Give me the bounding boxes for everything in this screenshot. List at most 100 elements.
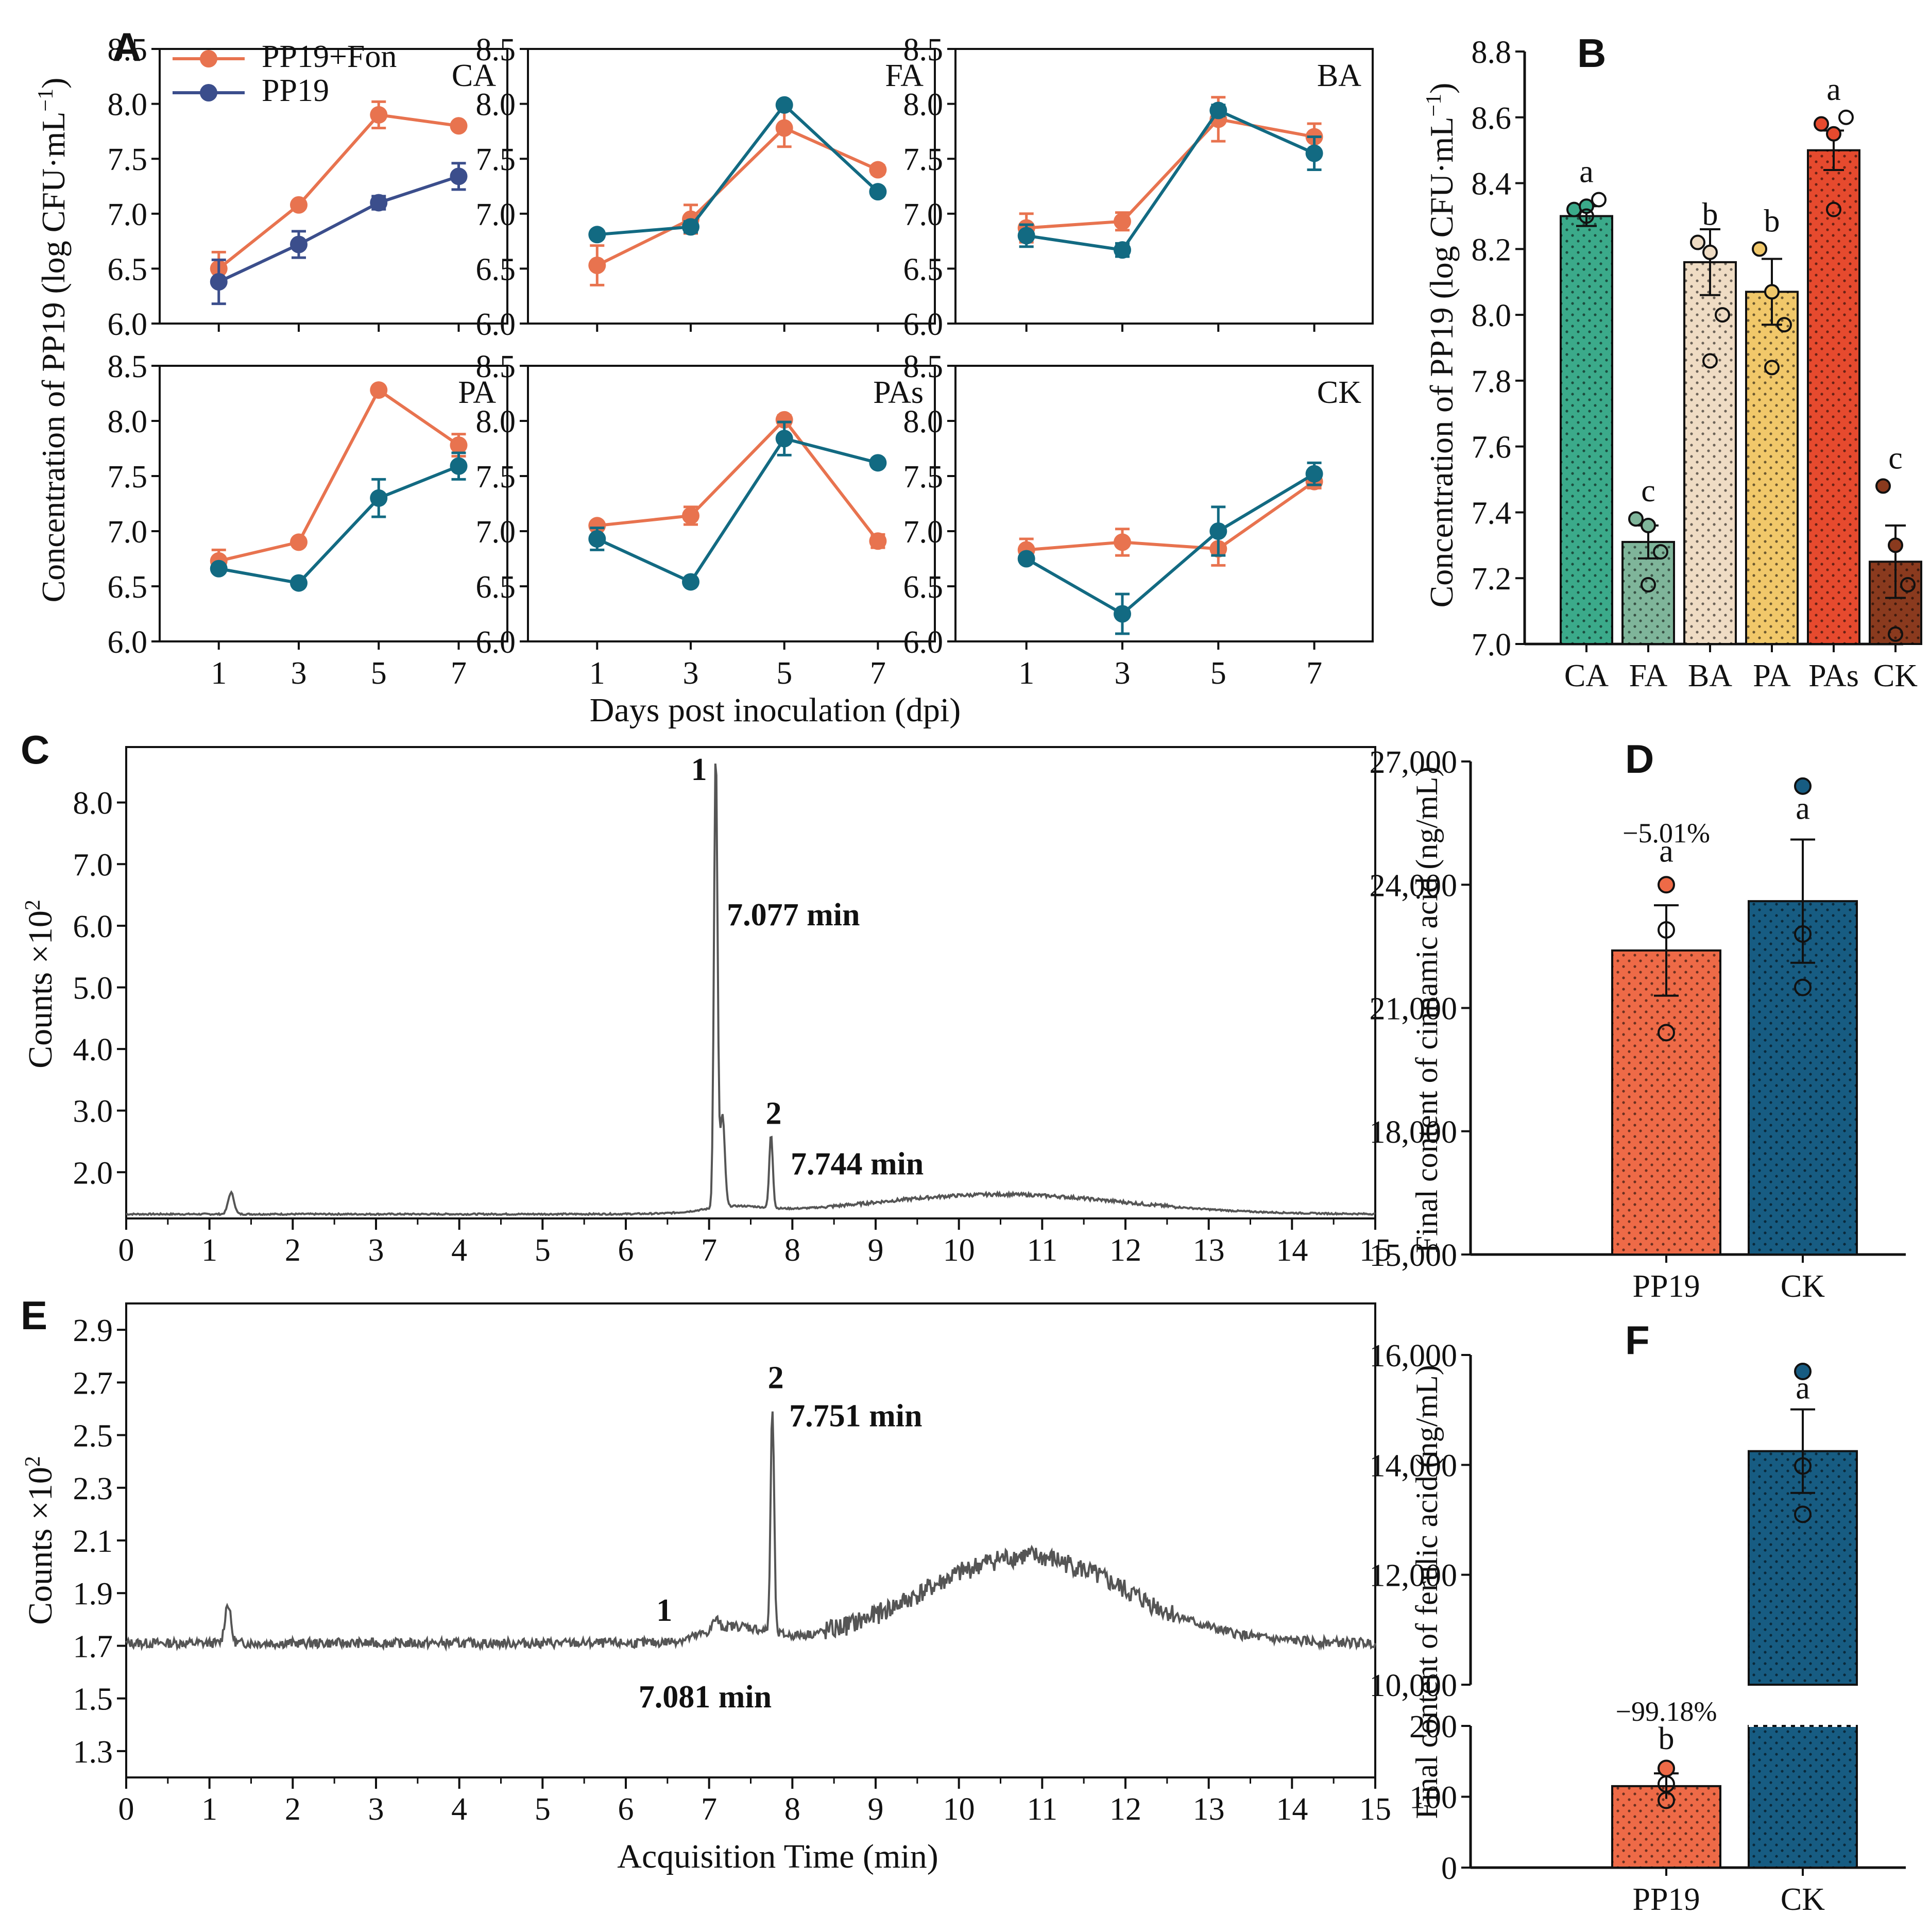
subplot-title: PAs [873,375,924,410]
y-tick-label: 6.0 [903,307,944,342]
data-point [1658,1759,1675,1777]
x-tick-label: FA [1629,658,1668,693]
y-tick-label: 8.5 [903,32,944,67]
y-tick-label: 8.0 [108,88,148,123]
x-tick-label: 8 [784,1792,800,1827]
panel-a-y-label: Concentration of PP19 (log CFU·mL−1) [34,78,72,603]
x-tick-label: 15 [1359,1792,1391,1827]
series-line [1026,472,1316,616]
panel-c-y-label-part: 2 [21,900,45,910]
y-tick-label: 12,000 [1370,1558,1458,1594]
subplot-title: CA [452,58,496,93]
peak-number: 2 [768,1360,784,1395]
y-tick-label: 2.1 [73,1524,113,1559]
panel-a-x-label: Days post inoculation (dpi) [590,691,961,729]
y-tick-label: 2.9 [73,1313,113,1348]
y-tick-label: 6.5 [476,252,516,287]
x-tick-label: 1 [211,656,227,691]
y-tick-label: 6.0 [108,307,148,342]
y-tick-label: 2.7 [73,1366,113,1401]
chromatogram-trace [125,1411,1376,1652]
panel-d-y-label: Final content of cinnamic acid (ng/mL) [1410,767,1444,1253]
data-point [588,530,606,548]
panel-b-y-label-part: −1 [1422,94,1446,117]
panel-c-y-label-part: Counts ×10 [22,910,59,1069]
data-point [1777,317,1792,333]
data-point [1017,227,1035,245]
data-point [1114,241,1131,259]
data-point [370,194,388,212]
y-tick-label: 8.5 [476,349,516,384]
y-tick-label: 8.0 [903,404,944,439]
x-tick-label: 7 [701,1233,717,1268]
data-point [869,161,887,179]
panel-label-a: A [112,24,141,70]
x-tick-label: 6 [618,1792,634,1827]
y-tick-label: 7.5 [903,142,944,177]
series-line [218,387,460,563]
data-point [682,573,699,591]
data-point [775,96,793,114]
y-tick-label: 7.0 [108,197,148,232]
data-point [1888,537,1903,553]
panel-b: 7.0 7.2 7.4 7.6 7.8 8.0 8.2 8.4 8.6 8.8 a CA c FA b BA b… [1472,35,1922,693]
data-point [1579,208,1594,224]
data-point [775,430,793,448]
data-point [869,454,887,472]
significance-letter: a [1796,1371,1810,1406]
panel-a-subplot-fa: 6.0 6.5 7.0 7.5 8.0 8.5 FA [476,32,936,342]
panel-label-e: E [21,1293,47,1338]
y-tick-label: 7.2 [1472,562,1512,597]
x-tick-label: 14 [1276,1792,1308,1827]
data-point [370,489,388,507]
data-point [1875,478,1891,494]
y-tick-label: 27,000 [1370,745,1458,780]
significance-letter: a [1659,834,1673,869]
subplot-title: FA [885,58,924,93]
x-tick-label: 13 [1193,1792,1225,1827]
x-tick-label: 3 [368,1233,384,1268]
y-tick-label: 8.4 [1472,167,1512,202]
x-tick-label: 1 [201,1792,217,1827]
y-tick-label: 0 [1441,1851,1457,1886]
data-point [1017,550,1035,568]
y-tick-label: 8.8 [1472,35,1512,70]
data-point [1794,925,1812,943]
y-tick-label: 8.0 [108,404,148,439]
data-point [1591,192,1607,208]
y-tick-label: 2.3 [73,1471,113,1506]
subplot-frame [159,365,508,642]
panel-label-f: F [1625,1317,1650,1363]
x-tick-label: 0 [118,1233,134,1268]
bar-texture [1746,292,1798,644]
panel-a-subplot-ca: 6.0 6.5 7.0 7.5 8.0 8.5 CA [108,32,508,342]
x-tick-label: 1 [201,1233,217,1268]
y-tick-label: 8.0 [73,786,113,821]
data-point [1702,353,1718,369]
data-point [1715,307,1730,323]
data-point [450,436,468,454]
y-tick-label: 1.5 [73,1682,113,1717]
panel-label-b: B [1577,30,1606,76]
x-tick-label: BA [1688,658,1732,693]
y-tick-label: 21,000 [1370,992,1458,1027]
data-point [1641,577,1656,592]
x-tick-label: 7 [701,1792,717,1827]
x-tick-label: 12 [1109,1792,1141,1827]
data-point [370,381,388,399]
x-tick-label: 2 [285,1233,301,1268]
x-tick-label: 11 [1027,1792,1057,1827]
series-line [1026,117,1315,230]
y-tick-label: 200 [1409,1709,1457,1744]
y-tick-label: 24,000 [1370,868,1458,903]
data-point [1305,144,1323,162]
significance-letter: a [1579,155,1594,190]
data-point [588,517,606,535]
data-point [1794,1457,1812,1475]
peak-time: 7.077 min [727,897,860,933]
significance-letter: b [1764,204,1780,239]
y-tick-label: 6.5 [903,570,944,605]
y-tick-label: 7.0 [903,515,944,550]
x-tick-label: 8 [784,1233,800,1268]
